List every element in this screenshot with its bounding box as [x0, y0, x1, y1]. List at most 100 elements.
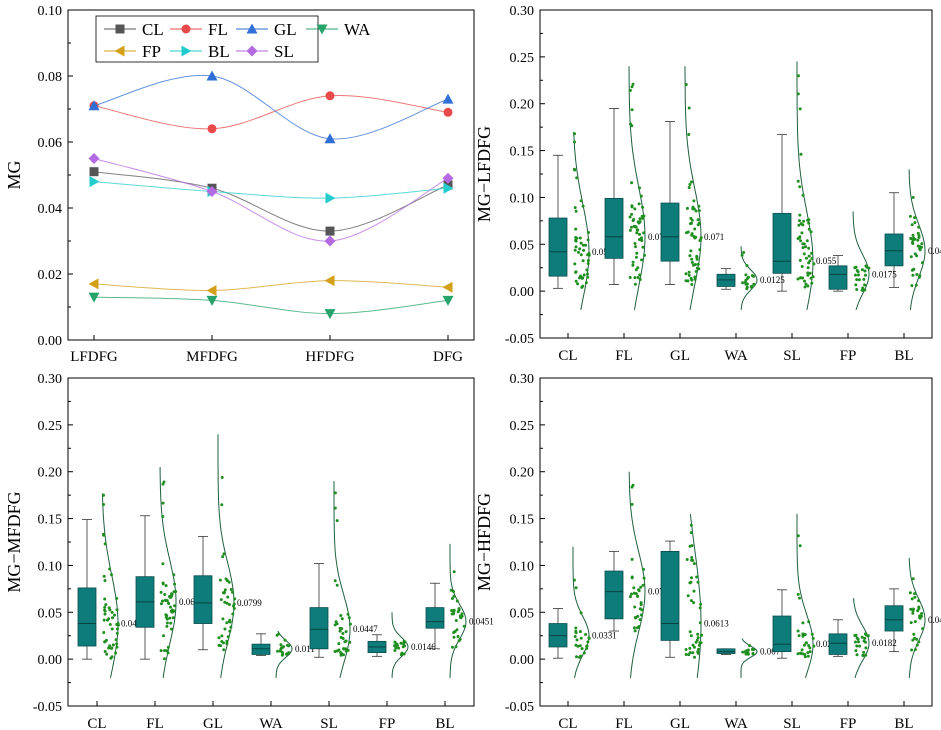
data-dot-BL — [912, 632, 916, 636]
data-dot-FL — [632, 586, 636, 590]
data-dot-SL — [796, 534, 800, 538]
data-point-FL — [443, 107, 453, 117]
mean-label-SL: 0.0447 — [353, 624, 378, 634]
data-dot-FL — [636, 594, 639, 598]
data-dot-GL — [695, 257, 699, 261]
data-dot-SL — [797, 634, 801, 638]
data-dot-CL — [574, 245, 578, 249]
data-dot-BL — [908, 214, 912, 218]
data-dot-FL — [164, 584, 168, 588]
data-dot-GL — [688, 630, 692, 634]
data-point-GL — [324, 133, 336, 144]
data-dot-SL — [812, 262, 816, 266]
density-curve-WA — [275, 630, 293, 678]
data-dot-SL — [796, 74, 800, 78]
data-dot-GL — [693, 277, 697, 281]
data-dot-SL — [799, 239, 803, 243]
data-dot-FL — [161, 581, 165, 585]
data-dot-CL — [578, 644, 582, 648]
box-SL — [309, 607, 329, 650]
y-tick-label: 0.30 — [510, 372, 535, 387]
data-dot-CL — [104, 603, 108, 607]
data-dot-FL — [169, 609, 173, 613]
data-dot-GL — [693, 263, 697, 266]
y-tick-label: 0.20 — [38, 466, 63, 481]
plot-frame — [67, 377, 475, 707]
x-tick-label: WA — [724, 348, 747, 364]
data-point-BL — [325, 192, 336, 204]
y-tick-label: 0.15 — [38, 513, 63, 528]
data-dot-GL — [692, 562, 696, 566]
data-dot-CL — [586, 253, 590, 257]
series-line-SL — [93, 158, 449, 242]
data-dot-BL — [909, 255, 913, 259]
data-dot-FP — [864, 264, 868, 268]
data-dot-FP — [857, 640, 860, 644]
data-dot-SL — [806, 266, 810, 270]
data-dot-BL — [452, 635, 456, 639]
data-dot-BL — [909, 607, 913, 611]
data-dot-FL — [630, 108, 634, 112]
y-tick-label: 0.25 — [510, 51, 535, 66]
box-FP — [828, 265, 848, 290]
data-dot-FP — [860, 268, 864, 272]
data-dot-BL — [913, 592, 917, 596]
data-dot-FL — [631, 82, 635, 86]
data-dot-BL — [916, 238, 920, 242]
x-tick-label: CL — [87, 716, 106, 730]
data-dot-GL — [228, 620, 232, 624]
data-dot-SL — [807, 261, 811, 265]
data-dot-GL — [217, 643, 221, 647]
data-dot-SL — [341, 632, 345, 635]
data-dot-CL — [105, 652, 109, 656]
mean-label-BL: 0.0427 — [928, 615, 941, 625]
data-dot-CL — [573, 262, 577, 266]
data-dot-GL — [696, 632, 700, 636]
x-tick-label: FL — [615, 348, 633, 364]
data-dot-FP — [858, 644, 862, 648]
data-dot-FL — [629, 122, 632, 126]
y-tick-label: -0.05 — [505, 700, 534, 715]
legend: CL FL GL WA FP BL SL — [95, 15, 371, 63]
data-dot-FL — [637, 221, 641, 225]
data-dot-FL — [637, 202, 641, 206]
data-dot-CL — [108, 567, 112, 571]
data-dot-CL — [110, 573, 113, 577]
data-dot-GL — [699, 641, 703, 645]
mean-label-CL: 0.045 — [121, 619, 142, 629]
data-dot-GL — [226, 595, 230, 599]
data-dot-GL — [233, 597, 237, 601]
data-dot-BL — [911, 577, 915, 581]
data-dot-SL — [806, 218, 810, 222]
data-point-GL — [206, 70, 218, 81]
data-dot-FL — [633, 282, 637, 286]
data-point-WA — [442, 295, 454, 306]
data-dot-GL — [696, 580, 700, 584]
data-dot-CL — [111, 643, 115, 647]
data-dot-SL — [338, 629, 342, 633]
data-dot-GL — [232, 604, 235, 608]
data-dot-BL — [917, 599, 921, 603]
data-dot-BL — [908, 591, 912, 595]
data-dot-CL — [102, 533, 106, 537]
data-dot-FL — [167, 601, 170, 605]
legend-label-CL: CL — [142, 20, 164, 39]
data-dot-GL — [694, 209, 698, 213]
data-dot-GL — [221, 555, 225, 559]
y-tick-label: 0.25 — [510, 419, 535, 434]
data-dot-GL — [689, 531, 693, 535]
data-dot-CL — [574, 209, 578, 213]
data-dot-FL — [170, 627, 173, 631]
data-dot-WA — [279, 643, 283, 647]
data-dot-FL — [634, 255, 638, 259]
data-dot-WA — [745, 264, 749, 268]
data-dot-BL — [449, 588, 453, 592]
data-dot-CL — [585, 268, 589, 272]
data-dot-SL — [796, 179, 800, 183]
y-tick-label: 0.00 — [38, 334, 63, 349]
y-axis-label: MG−LFDFG — [474, 126, 494, 222]
data-dot-BL — [909, 621, 913, 625]
data-dot-SL — [348, 622, 352, 626]
data-dot-SL — [807, 254, 811, 258]
data-dot-FL — [641, 205, 644, 209]
